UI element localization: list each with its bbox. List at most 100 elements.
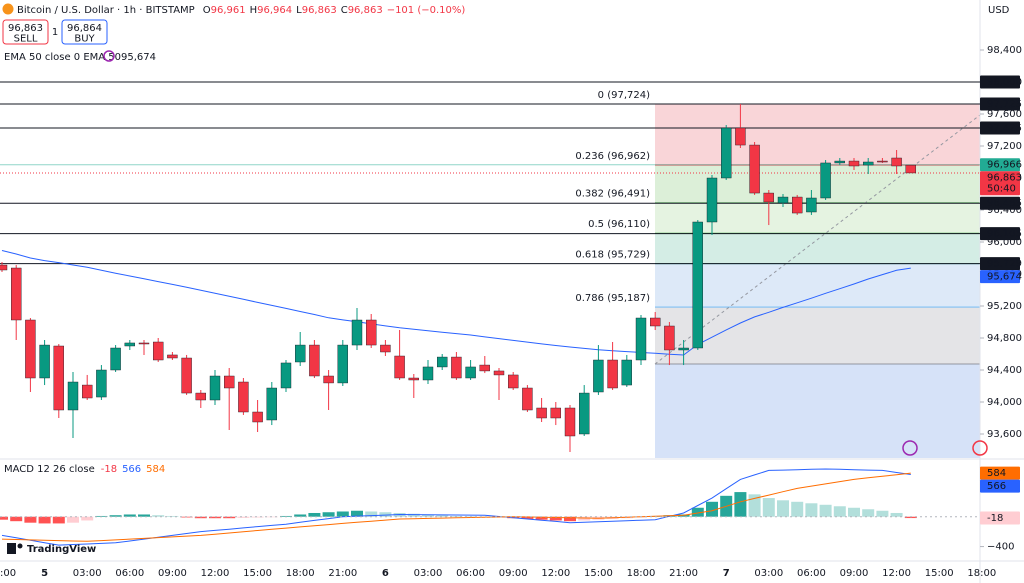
candle-body: [223, 375, 235, 389]
macd-histogram-bar: [805, 503, 818, 517]
logo-text: TradingView: [27, 544, 96, 555]
candle-body: [848, 160, 860, 167]
buy-label: BUY: [74, 34, 95, 45]
candle-body: [238, 381, 249, 413]
candle-body: [706, 177, 718, 223]
y-tick-label: 98,400: [987, 45, 1022, 56]
candle-body: [110, 347, 121, 371]
macd-histogram-bar: [308, 512, 321, 517]
macd-histogram-bar: [833, 506, 846, 517]
y-tick-label: 94,400: [987, 365, 1022, 376]
candle-body: [167, 354, 178, 359]
x-tick-label: 21:00: [328, 568, 357, 579]
symbol-line: Bitcoin / U.S. Dollar · 1h · BITSTAMP O96…: [17, 5, 465, 16]
macd-histogram-bar: [251, 516, 264, 518]
candle-body: [579, 392, 590, 435]
macd-histogram-bar: [748, 494, 761, 517]
y-tick-label: 93,600: [987, 429, 1022, 440]
macd-histogram-bar: [0, 516, 8, 520]
candle-body: [820, 162, 831, 199]
candle-body: [465, 366, 476, 379]
candle-body: [834, 160, 845, 164]
x-tick-label: 09:00: [840, 568, 869, 579]
fib-zone: [655, 165, 980, 203]
candle-body: [451, 356, 462, 379]
macd-histogram-bar: [81, 516, 94, 521]
macd-histogram-bar: [166, 515, 179, 517]
ohlc-key: L: [296, 5, 302, 16]
macd-histogram-bar: [223, 516, 236, 519]
logo-mark: [17, 543, 23, 549]
fib-label: 0.382 (96,491): [575, 189, 650, 200]
candle-body: [721, 127, 732, 179]
candle-body: [394, 355, 405, 379]
fib-label: 0.618 (95,729): [575, 250, 650, 261]
signal-value: 584: [146, 464, 165, 475]
x-tick-label: 12:00: [882, 568, 911, 579]
candle-body: [437, 356, 448, 368]
buy-button[interactable]: [61, 19, 108, 45]
tool-icon[interactable]: [902, 440, 918, 456]
fib-zone: [655, 202, 980, 234]
sell-button[interactable]: [2, 19, 49, 45]
macd-histogram-bar: [152, 515, 165, 517]
macd-histogram-bar: [379, 512, 392, 517]
macd-histogram-bar: [294, 514, 307, 517]
ohlc-key: O: [203, 5, 211, 16]
currency[interactable]: USD: [988, 5, 1010, 16]
candle-body: [536, 407, 547, 419]
axis-label-box: [980, 97, 1020, 111]
y-tick-label: 96,400: [987, 205, 1022, 216]
candle-body: [522, 387, 533, 411]
candle-body: [749, 144, 760, 194]
axis-label: 97,725: [987, 99, 1022, 110]
axis-label: 584: [987, 468, 1006, 479]
macd-histogram-bar: [876, 510, 889, 517]
axis-label-box: [980, 511, 1020, 525]
x-tick-label: 18:00: [967, 568, 996, 579]
macd-histogram-bar: [237, 516, 250, 518]
macd-histogram-bar: [904, 516, 917, 519]
x-tick-label: 15:00: [925, 568, 954, 579]
axis-label: 95,674: [987, 272, 1022, 283]
x-tick-label: 12:00: [541, 568, 570, 579]
candle-body: [10, 267, 22, 321]
macd-histogram-bar: [848, 507, 860, 517]
fib-label: 0.236 (96,962): [575, 151, 650, 162]
candle-body: [309, 344, 320, 377]
candle-body: [678, 347, 689, 351]
candle-body: [124, 342, 136, 347]
fib-label: 0.786 (95,187): [575, 293, 650, 304]
candle-body: [550, 407, 561, 419]
candle-body: [877, 160, 888, 163]
axis-label: 96,105: [987, 229, 1022, 240]
fib-zone: [655, 364, 980, 458]
macd-histogram-bar: [24, 516, 37, 523]
candle-body: [607, 359, 618, 389]
macd-histogram-bar: [351, 510, 363, 517]
macd-legend: MACD 12 26 close -18 566 584: [4, 464, 165, 475]
macd-histogram-bar: [365, 511, 378, 517]
alert-icon[interactable]: [972, 440, 988, 456]
logo-mark: [7, 543, 16, 554]
y-tick-label: 94,800: [987, 333, 1022, 344]
indicator-icon[interactable]: [103, 50, 115, 62]
candle-body: [692, 221, 703, 349]
macd-histogram-bar: [138, 514, 150, 517]
candle-body: [564, 407, 576, 437]
macd-histogram-bar: [535, 516, 548, 520]
axis-label-box: [980, 121, 1020, 135]
macd-histogram-bar: [52, 516, 65, 524]
candle-body: [67, 381, 79, 411]
macd-histogram-bar: [109, 515, 122, 517]
x-tick-label: 7: [723, 568, 730, 579]
macd-histogram-bar: [67, 516, 79, 523]
candle-body: [295, 344, 306, 363]
y-tick-label: 97,600: [987, 109, 1022, 120]
chart-header: Bitcoin / U.S. Dollar · 1h · BITSTAMP O96…: [2, 3, 1010, 63]
candle-body: [493, 370, 505, 376]
price-change: −101 (−0.10%): [387, 5, 466, 16]
x-tick-label: 5: [41, 568, 48, 579]
y-tick-label: 94,000: [987, 397, 1022, 408]
